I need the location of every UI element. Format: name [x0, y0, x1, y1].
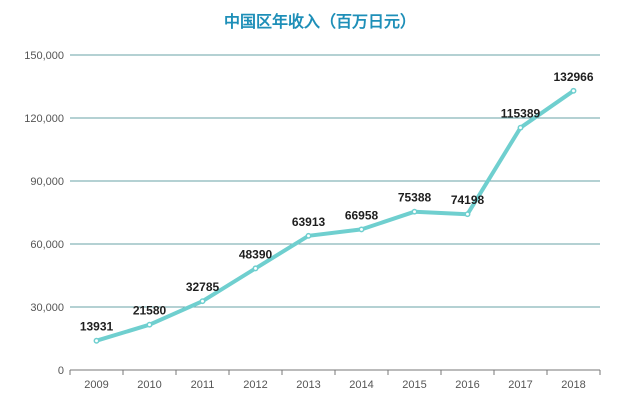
chart-title: 中国区年收入（百万日元） — [223, 12, 416, 31]
x-tick-label: 2016 — [455, 379, 479, 391]
data-point — [93, 337, 100, 344]
data-label: 32785 — [186, 280, 220, 294]
data-point — [252, 265, 259, 272]
x-tick-label: 2013 — [296, 379, 320, 391]
x-tick-label: 2012 — [243, 379, 267, 391]
data-label: 21580 — [133, 304, 167, 318]
data-point — [305, 232, 312, 239]
series-line — [94, 88, 576, 343]
y-tick-label: 30,000 — [30, 302, 64, 314]
data-point — [411, 208, 418, 215]
data-point — [464, 211, 471, 218]
data-point — [146, 321, 153, 328]
data-label: 75388 — [398, 191, 432, 205]
y-tick-label: 120,000 — [24, 113, 64, 125]
y-tick-label: 60,000 — [30, 239, 64, 251]
x-tick-label: 2011 — [191, 379, 215, 391]
data-point — [199, 298, 206, 305]
data-label: 132966 — [553, 70, 593, 84]
data-label: 115389 — [501, 107, 541, 121]
data-label: 66958 — [345, 208, 379, 222]
x-tick-label: 2009 — [84, 379, 108, 391]
y-tick-label: 0 — [58, 365, 64, 377]
data-label: 63913 — [292, 215, 326, 229]
x-tick-label: 2010 — [137, 379, 161, 391]
data-label: 74198 — [451, 193, 485, 207]
data-point — [517, 124, 524, 131]
x-tick-label: 2017 — [508, 379, 532, 391]
x-tick-label: 2015 — [402, 379, 426, 391]
y-tick-label: 150,000 — [24, 50, 64, 62]
data-point — [570, 87, 577, 94]
data-label: 13931 — [80, 320, 114, 334]
x-tick-label: 2014 — [349, 379, 373, 391]
data-label: 48390 — [239, 247, 273, 261]
y-tick-label: 90,000 — [30, 176, 64, 188]
x-tick-label: 2018 — [561, 379, 585, 391]
data-point — [358, 226, 365, 233]
